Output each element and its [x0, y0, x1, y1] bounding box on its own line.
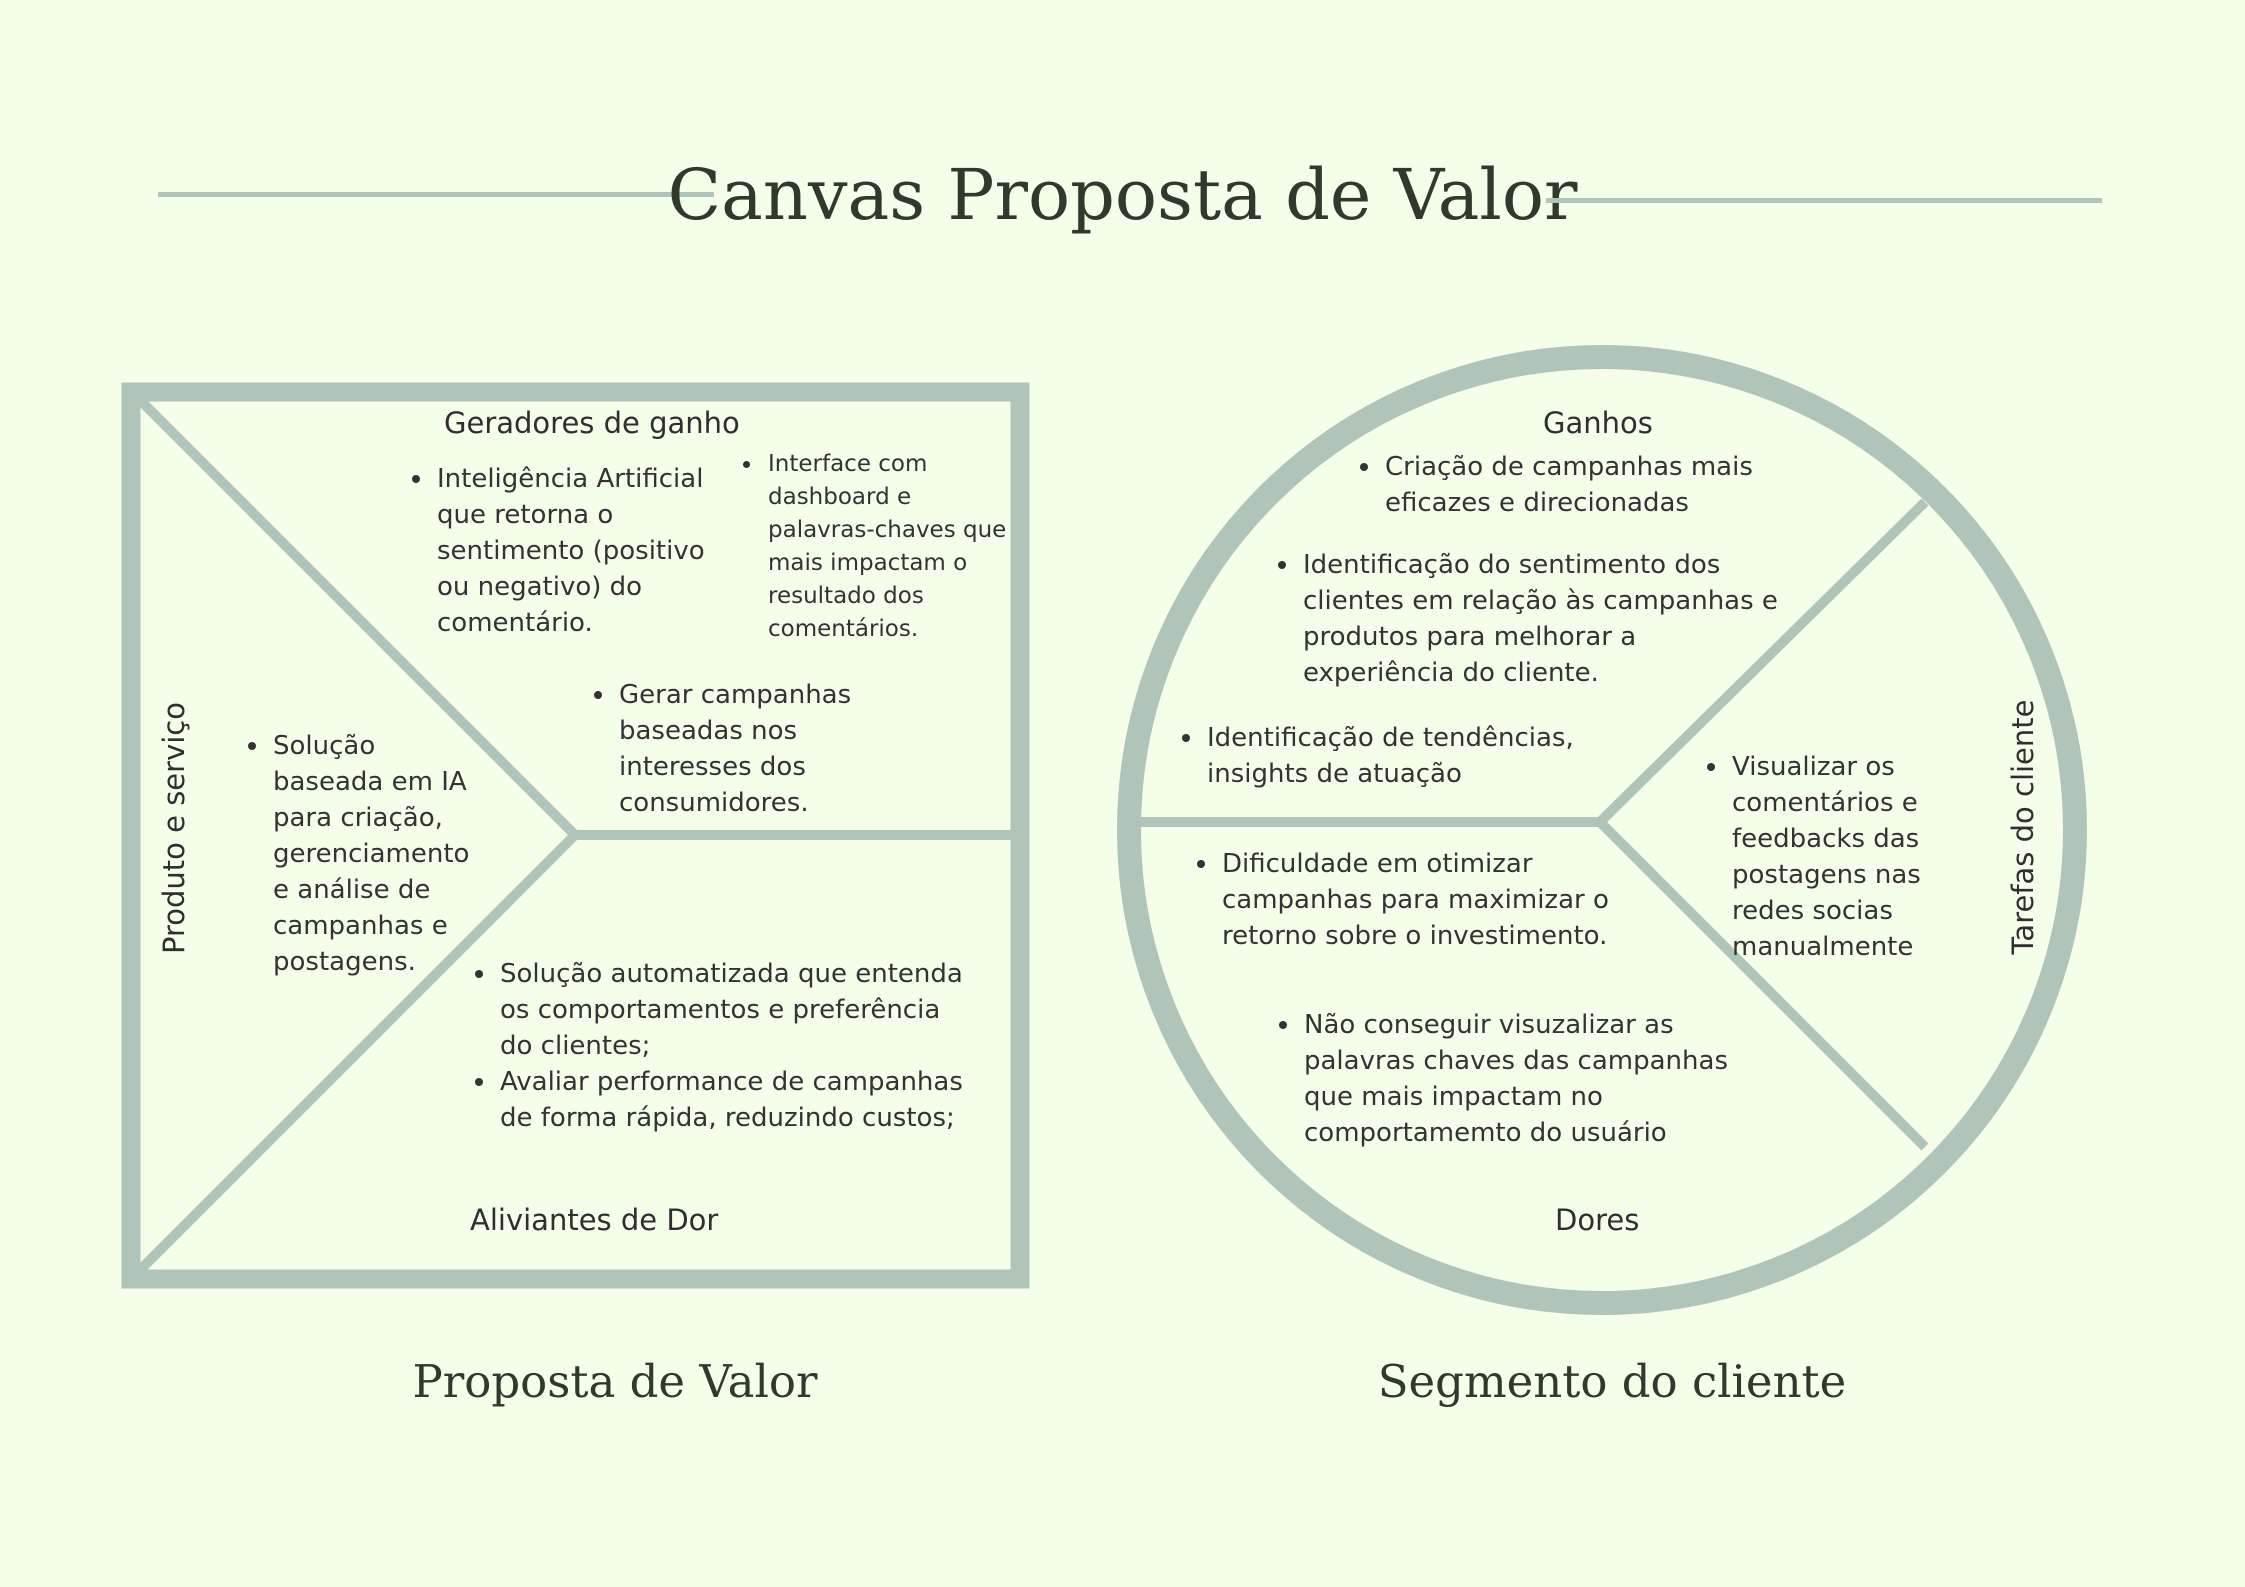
customer-profile-circle — [1117, 345, 2087, 1315]
gain-creators-heading: Geradores de ganho — [444, 406, 740, 440]
gain-creators-list-3: Gerar campanhas baseadas nos interesses … — [592, 677, 852, 821]
customer-jobs-list: Visualizar os comentários e feedbacks da… — [1705, 749, 1995, 965]
title-rule-left — [158, 192, 714, 197]
pains-list-2: Não conseguir visuzalizar as palavras ch… — [1277, 1007, 1767, 1151]
gain-creators-list-1: Inteligência Artificial que retorna o se… — [410, 461, 710, 641]
list-item: Solução automatizada que entenda os comp… — [473, 956, 973, 1064]
customer-jobs-heading: Tarefas do cliente — [2006, 699, 2040, 955]
list-item: Visualizar os comentários e feedbacks da… — [1705, 749, 1995, 965]
customer-profile-diagonal-top — [1596, 498, 1929, 826]
gains-list-2: Identificação do sentimento dos clientes… — [1276, 547, 1786, 691]
pain-relievers-heading: Aliviantes de Dor — [470, 1203, 719, 1237]
list-item: Dificuldade em otimizar campanhas para m… — [1195, 846, 1635, 954]
list-item: Avaliar performance de campanhas de form… — [473, 1064, 973, 1136]
value-map-diagonal-bottom — [136, 831, 579, 1274]
customer-segment-caption: Segmento do cliente — [1377, 1355, 1847, 1408]
title-rule-right — [1546, 198, 2102, 203]
value-proposition-caption: Proposta de Valor — [412, 1355, 818, 1408]
gain-creators-list-2: Interface com dashboard e palavras-chave… — [741, 448, 1011, 646]
list-item: Gerar campanhas baseadas nos interesses … — [592, 677, 852, 821]
list-item: Identificação do sentimento dos clientes… — [1276, 547, 1786, 691]
list-item: Criação de campanhas mais eficazes e dir… — [1358, 449, 1758, 521]
list-item: Não conseguir visuzalizar as palavras ch… — [1277, 1007, 1767, 1151]
gains-heading: Ganhos — [1543, 406, 1653, 440]
products-services-heading: Produto e serviço — [157, 702, 191, 954]
list-item: Solução baseada em IA para criação, gere… — [246, 728, 481, 980]
pains-list-1: Dificuldade em otimizar campanhas para m… — [1195, 846, 1635, 954]
page-title: Canvas Proposta de Valor — [667, 154, 1578, 236]
customer-profile-diagonal-bottom — [1596, 818, 1929, 1151]
pains-heading: Dores — [1555, 1203, 1640, 1237]
value-map-square — [121, 382, 1030, 1289]
products-services-list: Solução baseada em IA para criação, gere… — [246, 728, 481, 980]
gains-list-3: Identificação de tendências, insights de… — [1180, 720, 1600, 792]
gains-list-1: Criação de campanhas mais eficazes e dir… — [1358, 449, 1758, 521]
list-item: Interface com dashboard e palavras-chave… — [741, 448, 1011, 646]
list-item: Identificação de tendências, insights de… — [1180, 720, 1600, 792]
pain-relievers-list: Solução automatizada que entenda os comp… — [473, 956, 973, 1136]
list-item: Inteligência Artificial que retorna o se… — [410, 461, 710, 641]
value-map-diagonal-top — [136, 396, 579, 839]
